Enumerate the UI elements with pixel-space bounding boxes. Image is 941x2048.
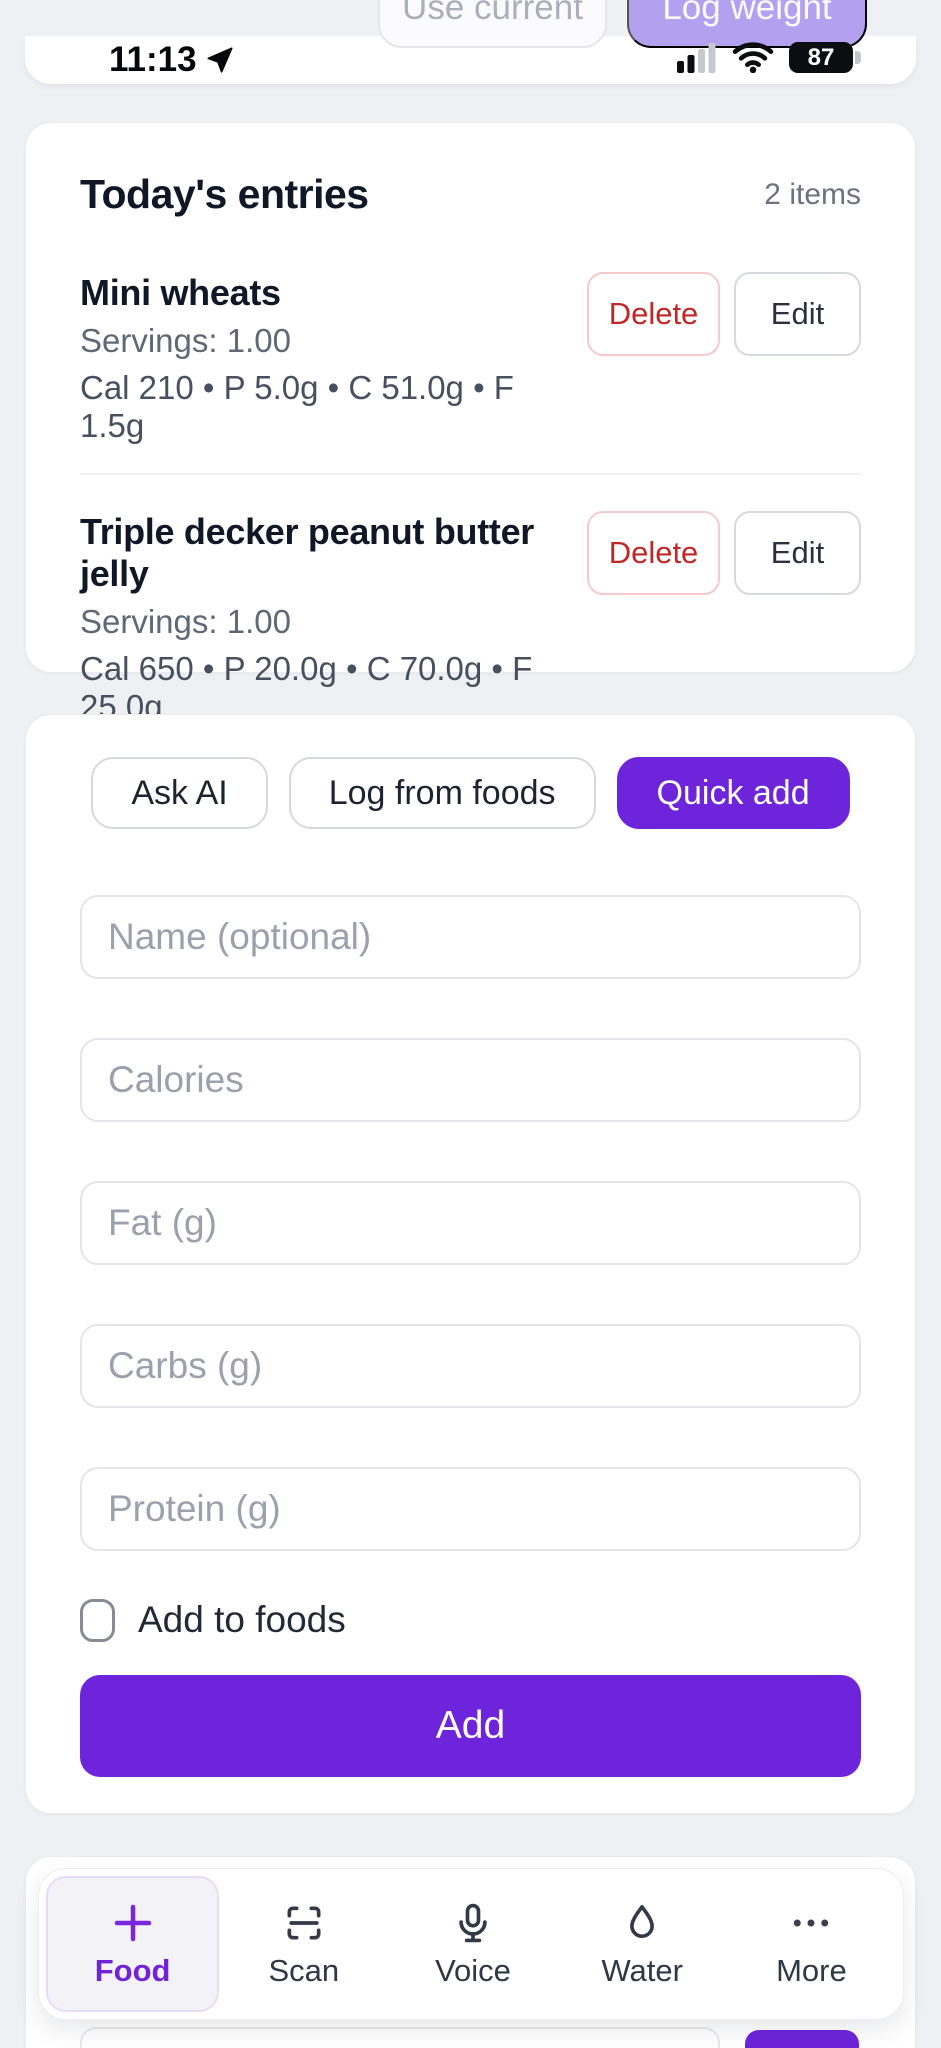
quick-add-card: Ask AI Log from foods Quick add Add to f… [25, 714, 916, 1814]
entry-name: Mini wheats [80, 272, 281, 313]
droplet-icon [619, 1900, 665, 1946]
entry-macros: Cal 210 • P 5.0g • C 51.0g • F 1.5g [80, 369, 514, 444]
entry-name: Triple decker peanut butter jelly [80, 511, 535, 594]
entry-row-triple-decker: Triple decker peanut butter jelly Servin… [80, 511, 861, 726]
nav-label: Food [94, 1952, 171, 1988]
calories-field[interactable] [80, 1038, 861, 1122]
status-icons: 87 [677, 42, 861, 73]
tab-ask-ai[interactable]: Ask AI [91, 757, 268, 829]
fat-field[interactable] [80, 1181, 861, 1265]
nav-label: Scan [268, 1952, 340, 1988]
tab-quick-add[interactable]: Quick add [616, 757, 850, 829]
plus-icon [110, 1900, 156, 1946]
entry-row-mini-wheats: Mini wheats Servings: 1.00 Cal 210 • P 5… [80, 272, 861, 445]
battery-percent: 87 [807, 43, 835, 71]
nav-label: More [776, 1952, 847, 1988]
entries-header: Today's entries 2 items [80, 171, 861, 218]
add-to-foods-label: Add to foods [138, 1599, 346, 1640]
use-current-button[interactable]: Use current [378, 0, 607, 48]
cellular-signal-icon [677, 42, 717, 73]
clock-text: 11:13 [109, 40, 197, 79]
entry-info: Mini wheats Servings: 1.00 Cal 210 • P 5… [80, 272, 587, 445]
entry-servings: Servings: 1.00 [80, 603, 291, 640]
entry-divider [80, 473, 861, 475]
wifi-icon [732, 42, 774, 73]
mic-icon [450, 1900, 496, 1946]
entry-servings: Servings: 1.00 [80, 322, 291, 359]
status-time: 11:13 [109, 40, 234, 80]
add-to-foods-checkbox[interactable] [80, 1598, 115, 1642]
name-field[interactable] [80, 895, 861, 979]
tab-log-from-foods[interactable]: Log from foods [288, 757, 596, 829]
entry-info: Triple decker peanut butter jelly Servin… [80, 511, 587, 726]
nav-label: Water [601, 1952, 683, 1988]
add-entry-button[interactable]: Add [80, 1675, 861, 1777]
log-weight-button[interactable]: Log weight [627, 0, 867, 48]
nav-label: Voice [435, 1952, 511, 1988]
nav-item-food[interactable]: Food [46, 1876, 220, 2012]
battery-icon: 87 [789, 42, 861, 73]
entries-title: Today's entries [80, 171, 369, 217]
entry-actions: Delete Edit [587, 272, 861, 356]
nav-item-scan[interactable]: Scan [219, 1876, 388, 2012]
delete-entry-button[interactable]: Delete [587, 511, 720, 595]
add-supplement-button[interactable]: Add [745, 2030, 859, 2048]
battery-nub [855, 51, 861, 64]
bottom-nav: Food Scan [38, 1868, 904, 2020]
nav-item-water[interactable]: Water [558, 1876, 727, 2012]
todays-entries-card: Today's entries 2 items Mini wheats Serv… [25, 122, 916, 725]
log-mode-tabs: Ask AI Log from foods Quick add [80, 757, 861, 829]
location-arrow-icon [206, 46, 234, 74]
nav-item-more[interactable]: More [727, 1876, 896, 2012]
edit-entry-button[interactable]: Edit [734, 511, 861, 595]
edit-entry-button[interactable]: Edit [734, 272, 861, 356]
carbs-field[interactable] [80, 1324, 861, 1408]
ellipsis-icon [788, 1900, 834, 1946]
entry-actions: Delete Edit [587, 511, 861, 595]
nav-item-voice[interactable]: Voice [388, 1876, 557, 2012]
entries-count-badge: 2 items [764, 177, 861, 211]
add-to-foods-row: Add to foods [80, 1597, 861, 1643]
add-supplement-input[interactable] [80, 2027, 720, 2048]
scan-icon [281, 1900, 327, 1946]
status-bar: 11:13 [25, 40, 916, 84]
delete-entry-button[interactable]: Delete [587, 272, 720, 356]
protein-field[interactable] [80, 1467, 861, 1551]
